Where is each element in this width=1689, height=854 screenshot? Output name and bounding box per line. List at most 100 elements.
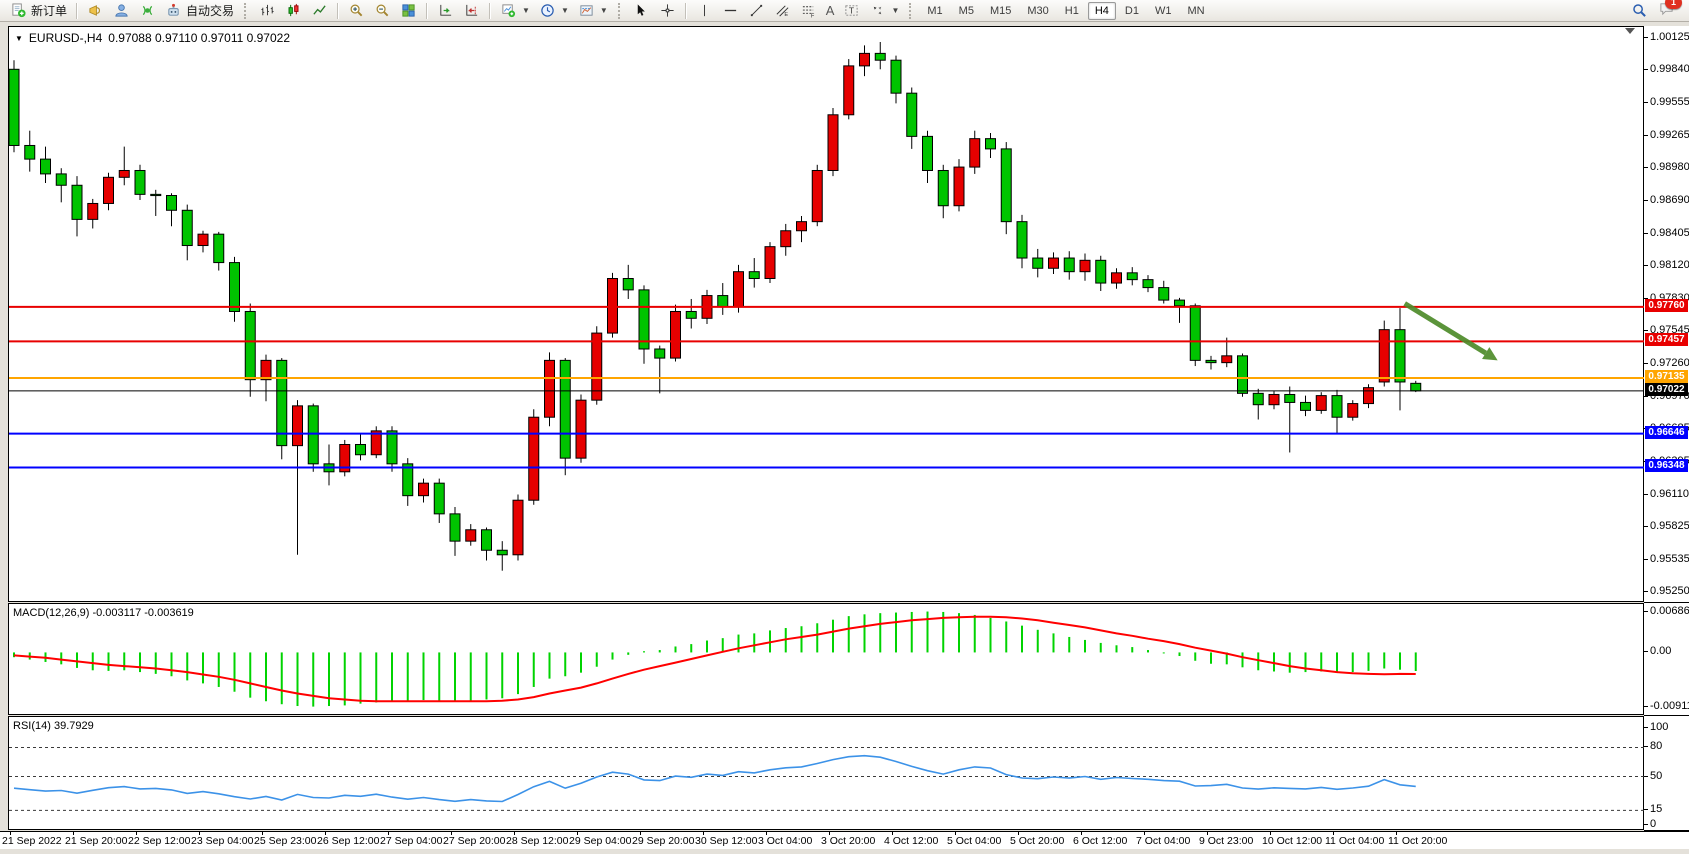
periods-button[interactable]: ▼ — [535, 1, 573, 20]
time-axis-label: 7 Oct 04:00 — [1136, 835, 1191, 847]
price-axis-label-tick — [1644, 395, 1648, 397]
tab-timeframe-m1[interactable]: M1 — [927, 4, 943, 17]
auto-scroll-button[interactable] — [433, 1, 458, 20]
community-icon — [113, 2, 130, 19]
equidistant-channel-button[interactable]: E — [770, 1, 795, 20]
text-label-icon: T — [843, 2, 860, 19]
rsi-axis-label: 50 — [1650, 769, 1663, 782]
toolbar-right: 1 — [1631, 0, 1683, 21]
price-axis-label-tick — [1644, 232, 1648, 234]
level-price-badge: 0.96348 — [1645, 459, 1688, 473]
time-axis-label: 10 Oct 12:00 — [1262, 835, 1323, 847]
chart-shift-icon — [463, 2, 480, 19]
price-axis-label: 0.95250 — [1650, 585, 1689, 598]
text-button[interactable]: A — [822, 1, 839, 20]
time-axis-label: 28 Sep 12:00 — [506, 835, 569, 847]
autotrading-button[interactable]: 自动交易 — [161, 1, 238, 20]
tab-timeframe-mn[interactable]: MN — [1187, 4, 1205, 17]
zoom-in-icon — [348, 2, 365, 19]
horizontal-line-button[interactable] — [718, 1, 743, 20]
time-tick — [892, 832, 893, 835]
macd-panel[interactable]: MACD(12,26,9) -0.003117 -0.003619 — [8, 603, 1644, 715]
macd-axis-label: -0.009114 — [1650, 699, 1689, 712]
tab-timeframe-m30[interactable]: M30 — [1027, 4, 1049, 17]
separator — [426, 2, 429, 19]
rsi-axis-label-tick — [1644, 823, 1648, 825]
periods-clock-icon — [539, 2, 556, 19]
price-axis-label: 0.97545 — [1650, 324, 1689, 337]
tab-timeframe-w1[interactable]: W1 — [1154, 4, 1172, 17]
toolbar-grip — [617, 2, 623, 19]
chart-shift-marker[interactable] — [1625, 28, 1635, 34]
megaphone-button[interactable] — [83, 1, 108, 20]
arrows-button[interactable]: ▼ — [865, 1, 903, 20]
macd-label: MACD(12,26,9) -0.003117 -0.003619 — [13, 607, 194, 619]
autotrading-label: 自动交易 — [186, 4, 235, 18]
trendline-button[interactable] — [744, 1, 769, 20]
search-icon[interactable] — [1631, 2, 1648, 19]
price-axis[interactable]: 1.00125 0.99840 0.99555 0.99265 0.98980 0.986… — [1644, 26, 1689, 848]
time-axis-label: 3 Oct 20:00 — [821, 835, 876, 847]
vertical-line-icon — [696, 2, 713, 19]
macd-layer — [13, 611, 1417, 707]
zoom-out-button[interactable] — [370, 1, 395, 20]
level-price-badge: 0.97135 — [1645, 369, 1688, 383]
fibonacci-icon: F — [800, 2, 817, 19]
new-order-button[interactable]: 新订单 — [6, 1, 71, 20]
chat-button[interactable]: 1 — [1658, 0, 1682, 21]
level-price-badge: 0.97760 — [1645, 298, 1688, 312]
autotrading-icon — [165, 2, 182, 19]
panel-separator[interactable] — [1644, 830, 1689, 831]
bar-chart-button[interactable] — [255, 1, 280, 20]
tab-timeframe-d1[interactable]: D1 — [1124, 4, 1139, 17]
rsi-axis-label-tick — [1644, 809, 1648, 811]
text-label-button[interactable]: T — [839, 1, 864, 20]
templates-button[interactable]: ▼ — [574, 1, 612, 20]
time-axis-label: 11 Oct 04:00 — [1325, 835, 1385, 847]
zoom-in-button[interactable] — [344, 1, 369, 20]
line-chart-button[interactable] — [307, 1, 332, 20]
price-axis-label-tick — [1644, 493, 1648, 495]
chevron-down-icon: ▼ — [891, 6, 900, 15]
new-chart-button[interactable]: ▼ — [496, 1, 534, 20]
new-chart-icon — [500, 2, 517, 19]
price-axis-label: 0.95825 — [1650, 519, 1689, 532]
time-tick — [388, 832, 389, 835]
community-button[interactable] — [109, 1, 134, 20]
price-axis-label-tick — [1644, 362, 1648, 364]
rsi-panel[interactable]: RSI(14) 39.7929 — [8, 716, 1645, 830]
panel-separator[interactable] — [1644, 602, 1689, 603]
time-axis[interactable]: 21 Sep 2022 21 Sep 20:00 22 Sep 12:00 23 Se… — [0, 831, 1689, 849]
main-chart-panel[interactable]: ▼ EURUSD-,H4 0.97088 0.97110 0.97011 0.9… — [8, 26, 1645, 602]
candlestick-chart-button[interactable] — [281, 1, 306, 20]
time-tick — [1396, 832, 1397, 835]
cursor-button[interactable] — [629, 1, 654, 20]
crosshair-button[interactable] — [655, 1, 680, 20]
vertical-line-button[interactable] — [692, 1, 717, 20]
tab-timeframe-h1[interactable]: H1 — [1064, 4, 1079, 17]
time-tick — [1144, 832, 1145, 835]
rsi-label: RSI(14) 39.7929 — [13, 720, 94, 732]
tab-timeframe-m15[interactable]: M15 — [989, 4, 1012, 17]
price-axis-label-tick — [1644, 558, 1648, 560]
price-axis-label: 0.98980 — [1650, 161, 1689, 174]
time-tick — [703, 832, 704, 835]
time-tick — [766, 832, 767, 835]
chart-shift-button[interactable] — [459, 1, 484, 20]
time-tick — [640, 832, 641, 835]
tile-windows-button[interactable] — [396, 1, 421, 20]
zoom-out-icon — [374, 2, 391, 19]
price-axis-label: 0.98405 — [1650, 226, 1689, 239]
rsi-axis-label: 0 — [1650, 817, 1657, 830]
price-axis-label: 0.99840 — [1650, 63, 1689, 76]
symbol-dropdown-icon[interactable]: ▼ — [15, 33, 23, 43]
fibonacci-button[interactable]: F — [796, 1, 821, 20]
price-axis-label: 0.95535 — [1650, 552, 1689, 565]
rsi-axis-label-tick — [1644, 775, 1648, 777]
signals-button[interactable] — [135, 1, 160, 20]
tab-timeframe-m5[interactable]: M5 — [958, 4, 974, 17]
time-axis-label: 22 Sep 12:00 — [128, 835, 191, 847]
panel-separator[interactable] — [1644, 715, 1689, 716]
tab-timeframe-h4[interactable]: H4 — [1087, 1, 1116, 20]
